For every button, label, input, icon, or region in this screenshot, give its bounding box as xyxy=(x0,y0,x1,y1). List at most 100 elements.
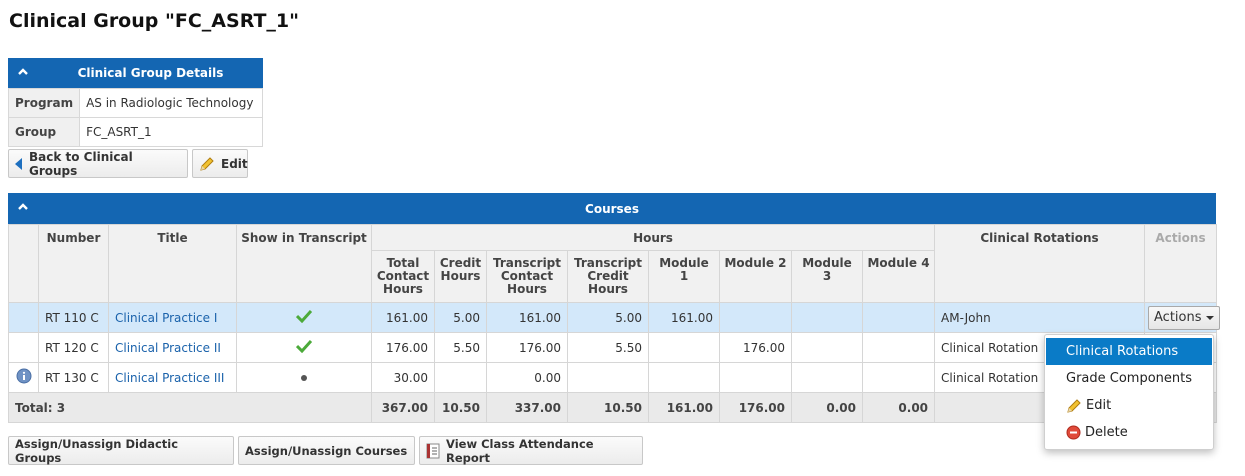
assign-courses-button[interactable]: Assign/Unassign Courses xyxy=(238,436,415,465)
menu-item-label: Clinical Rotations xyxy=(1066,344,1179,359)
transcript-credit-hours-sum: 10.50 xyxy=(567,392,649,423)
info-icon[interactable] xyxy=(16,368,32,387)
dot-icon xyxy=(300,371,308,385)
column-header-number[interactable]: Number xyxy=(38,224,109,303)
pencil-icon xyxy=(1066,398,1082,414)
menu-item-edit[interactable]: Edit xyxy=(1045,392,1213,419)
course-title-link[interactable]: Clinical Practice II xyxy=(115,340,221,355)
transcript-contact-hours: 161.00 xyxy=(486,302,568,333)
column-header-icon xyxy=(8,224,39,303)
total-row: Total: 3 367.00 10.50 337.00 10.50 161.0… xyxy=(8,392,1218,423)
module-2-sum: 176.00 xyxy=(719,392,792,423)
menu-item-label: Edit xyxy=(1086,398,1112,413)
menu-item-clinical-rotations[interactable]: Clinical Rotations xyxy=(1046,338,1212,365)
credit-hours-sum: 10.50 xyxy=(434,392,487,423)
course-title-cell: Clinical Practice I xyxy=(108,302,237,333)
actions-cell: Actions xyxy=(1144,302,1220,333)
details-value: FC_ASRT_1 xyxy=(79,117,263,147)
table-row[interactable]: RT 120 C Clinical Practice II 176.00 5.5… xyxy=(8,332,1218,363)
details-row-group: Group FC_ASRT_1 xyxy=(7,117,263,147)
show-transcript-cell xyxy=(236,362,372,393)
module-3-hours xyxy=(791,332,863,363)
table-row[interactable]: RT 130 C Clinical Practice III 30.00 0.0… xyxy=(8,362,1218,393)
column-header-credit[interactable]: Credit Hours xyxy=(434,250,487,303)
back-button-label: Back to Clinical Groups xyxy=(29,149,133,178)
transcript-credit-hours: 5.00 xyxy=(567,302,649,333)
details-label: Group xyxy=(7,117,81,147)
table-row[interactable]: RT 110 C Clinical Practice I 161.00 5.00… xyxy=(8,302,1220,333)
course-title-link[interactable]: Clinical Practice I xyxy=(115,310,218,325)
column-header-title[interactable]: Title xyxy=(108,224,237,303)
column-header-rotations[interactable]: Clinical Rotations xyxy=(934,224,1146,303)
module-1-sum: 161.00 xyxy=(648,392,720,423)
column-header-module-4[interactable]: Module 4 xyxy=(861,250,936,303)
row-icon-cell xyxy=(8,362,39,393)
view-attendance-report-button[interactable]: View Class Attendance Report xyxy=(419,436,643,465)
module-2-hours xyxy=(719,302,792,333)
module-4-hours xyxy=(861,362,936,393)
show-transcript-cell xyxy=(236,332,372,363)
pencil-icon xyxy=(199,156,215,172)
edit-group-button[interactable]: Edit xyxy=(192,149,248,178)
caret-down-icon xyxy=(1205,315,1214,320)
menu-item-label: Grade Components xyxy=(1066,371,1193,386)
course-title-cell: Clinical Practice II xyxy=(108,332,237,363)
total-contact-hours: 176.00 xyxy=(371,332,435,363)
course-number: RT 130 C xyxy=(38,362,109,393)
module-1-hours xyxy=(648,362,720,393)
course-title-link[interactable]: Clinical Practice III xyxy=(115,370,225,385)
column-header-module-3[interactable]: Module 3 xyxy=(791,250,863,303)
module-4-hours xyxy=(861,302,936,333)
module-1-hours xyxy=(648,332,720,363)
assign-didactic-groups-button[interactable]: Assign/Unassign Didactic Groups xyxy=(8,436,234,465)
row-icon-cell xyxy=(8,332,39,363)
transcript-contact-hours-sum: 337.00 xyxy=(486,392,568,423)
edit-button-label: Edit xyxy=(221,156,248,171)
course-number: RT 120 C xyxy=(38,332,109,363)
module-3-sum: 0.00 xyxy=(791,392,863,423)
module-4-sum: 0.00 xyxy=(861,392,936,423)
column-header-transcript-contact[interactable]: Transcript Contact Hours xyxy=(486,250,568,303)
details-table: Program AS in Radiologic Technology Grou… xyxy=(7,88,263,147)
column-header-total-contact[interactable]: Total Contact Hours xyxy=(371,250,435,303)
chevron-up-icon[interactable] xyxy=(16,200,30,214)
details-value: AS in Radiologic Technology xyxy=(79,88,263,118)
module-1-hours: 161.00 xyxy=(648,302,720,333)
courses-table: Number Title Show in Transcript Hours Cl… xyxy=(8,224,1220,423)
page-title: Clinical Group "FC_ASRT_1" xyxy=(9,10,300,32)
assign-didactic-label: Assign/Unassign Didactic Groups xyxy=(15,436,179,465)
module-3-hours xyxy=(791,362,863,393)
total-label: Total: 3 xyxy=(8,392,372,423)
chevron-up-icon[interactable] xyxy=(16,65,30,79)
credit-hours: 5.50 xyxy=(434,332,487,363)
column-header-show-transcript[interactable]: Show in Transcript xyxy=(236,224,372,303)
check-icon xyxy=(295,309,313,326)
courses-panel-header: Courses xyxy=(8,193,1216,224)
courses-panel-title: Courses xyxy=(585,201,639,216)
column-header-hours: Hours xyxy=(370,224,936,251)
details-row-program: Program AS in Radiologic Technology xyxy=(7,88,263,118)
menu-item-grade-components[interactable]: Grade Components xyxy=(1045,365,1213,392)
menu-item-delete[interactable]: Delete xyxy=(1045,419,1213,446)
report-icon xyxy=(426,443,440,459)
actions-dropdown-menu: Clinical Rotations Grade Components Edit… xyxy=(1044,334,1214,450)
row-icon-cell xyxy=(8,302,39,333)
show-transcript-cell xyxy=(236,302,372,333)
transcript-contact-hours: 0.00 xyxy=(486,362,568,393)
column-header-actions: Actions xyxy=(1144,224,1218,303)
column-header-module-2[interactable]: Module 2 xyxy=(719,250,792,303)
actions-button-label: Actions xyxy=(1154,310,1202,325)
credit-hours: 5.00 xyxy=(434,302,487,333)
actions-dropdown-button[interactable]: Actions xyxy=(1148,305,1220,330)
column-header-module-1[interactable]: Module 1 xyxy=(648,250,720,303)
back-to-clinical-groups-button[interactable]: Back to Clinical Groups xyxy=(8,149,188,178)
courses-panel: Courses Number Title Show in Transcript … xyxy=(8,193,1220,423)
total-contact-hours: 30.00 xyxy=(371,362,435,393)
transcript-credit-hours: 5.50 xyxy=(567,332,649,363)
column-header-transcript-credit[interactable]: Transcript Credit Hours xyxy=(567,250,649,303)
credit-hours xyxy=(434,362,487,393)
module-2-hours xyxy=(719,362,792,393)
course-title-cell: Clinical Practice III xyxy=(108,362,237,393)
module-3-hours xyxy=(791,302,863,333)
assign-courses-label: Assign/Unassign Courses xyxy=(245,443,408,458)
